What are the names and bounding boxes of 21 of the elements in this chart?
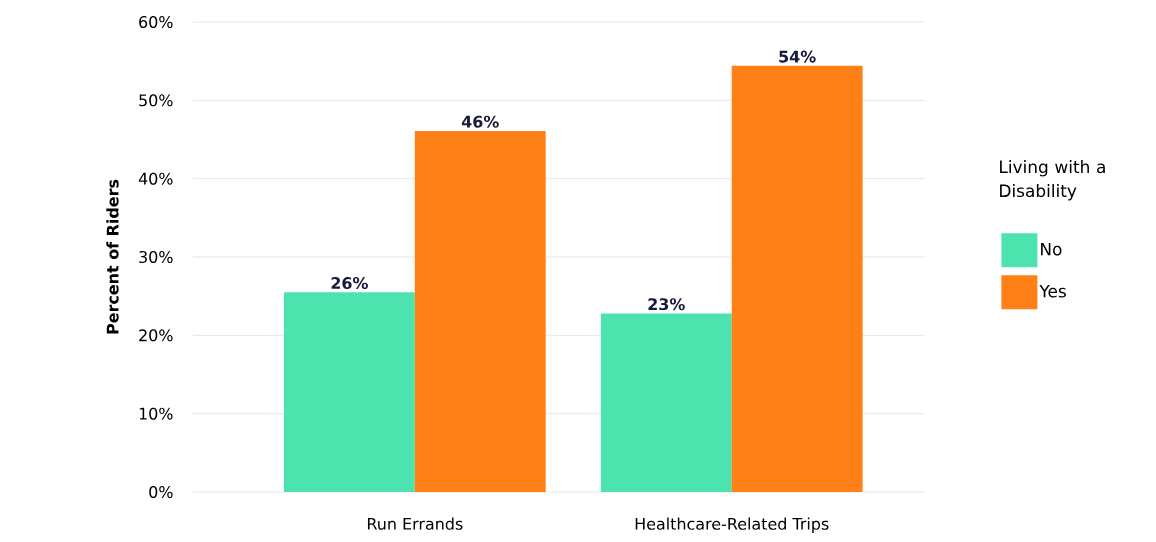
legend-title: Living with a Disability	[1000, 160, 1105, 201]
legend-label: Yes	[1039, 284, 1066, 298]
y-axis-title: Percent of Riders	[106, 179, 119, 334]
y-tick-label: 0%	[149, 485, 173, 499]
x-tick-label: Run Errands	[367, 517, 463, 530]
bar	[600, 313, 732, 492]
x-tick-label: Healthcare-Related Trips	[635, 517, 829, 533]
legend-label: No	[1041, 242, 1062, 256]
y-tick-label: 60%	[139, 15, 173, 29]
data-label: 54%	[779, 50, 816, 63]
data-label: 23%	[648, 298, 685, 311]
bar	[731, 65, 863, 492]
y-tick-label: 30%	[139, 250, 173, 264]
bar	[283, 292, 415, 492]
y-tick-label: 40%	[138, 172, 173, 185]
data-label: 46%	[461, 115, 499, 128]
data-label: 26%	[331, 276, 368, 290]
y-tick-label: 10%	[139, 407, 173, 420]
y-tick-label: 20%	[139, 329, 173, 342]
y-tick-label: 50%	[139, 94, 173, 107]
bar	[414, 130, 546, 492]
